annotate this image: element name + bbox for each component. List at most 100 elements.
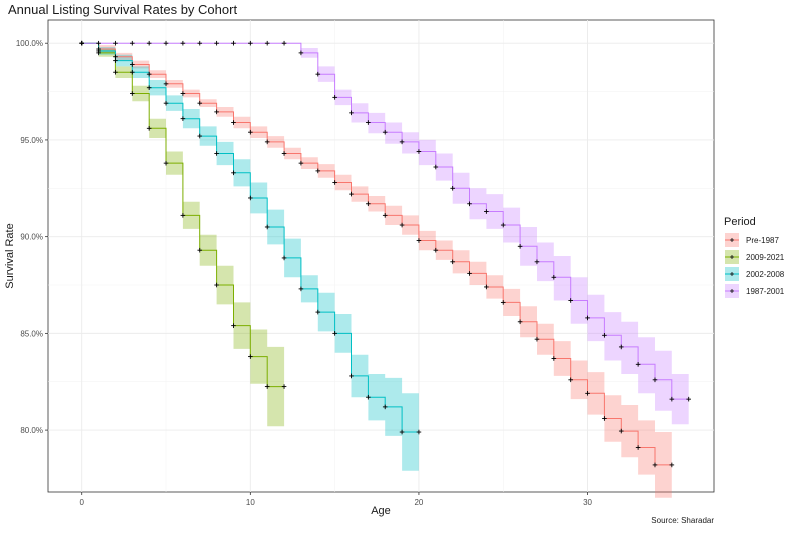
data-point: [264, 224, 270, 230]
data-point: [618, 344, 624, 350]
data-point: [113, 58, 118, 63]
data-point: [231, 120, 236, 125]
data-point: [231, 40, 236, 46]
series-lines: [81, 42, 689, 466]
data-point: [281, 151, 287, 156]
data-point: [146, 126, 152, 131]
data-point: [433, 164, 439, 170]
data-point: [349, 110, 354, 116]
data-point: [264, 40, 270, 46]
data-point: [349, 191, 354, 197]
data-point: [315, 309, 321, 315]
data-point: [315, 168, 321, 174]
confidence-band: [81, 43, 689, 425]
data-point: [214, 40, 219, 46]
x-tick-label: 0: [79, 498, 84, 507]
data-point: [366, 394, 371, 400]
data-point: [416, 149, 422, 154]
data-point: [635, 362, 641, 367]
series-line: [81, 42, 419, 433]
data-point: [399, 222, 405, 228]
legend: Period Pre-1987 2009-2021 2002-2008 1987-20…: [724, 216, 785, 299]
data-point: [163, 81, 169, 87]
data-point: [163, 160, 169, 166]
x-axis-label: Age: [371, 505, 391, 517]
data-point: [113, 69, 118, 75]
data-point: [349, 373, 354, 379]
data-point: [146, 71, 152, 77]
data-point: [484, 209, 489, 214]
data-point: [602, 333, 607, 338]
legend-key: [724, 232, 740, 248]
series-line: [81, 42, 672, 466]
data-point: [332, 95, 337, 100]
data-point: [399, 139, 405, 145]
data-point: [534, 259, 540, 265]
y-tick-label: 80.0%: [20, 426, 43, 435]
data-point: [214, 282, 219, 288]
data-point: [551, 274, 557, 280]
data-point: [96, 48, 101, 54]
data-point: [281, 255, 287, 261]
grid-lines: [48, 20, 714, 492]
data-point: [652, 462, 658, 468]
legend-key: [724, 266, 740, 282]
data-point: [197, 133, 203, 139]
data-point: [163, 100, 169, 106]
data-point: [264, 384, 270, 389]
data-point: [433, 247, 439, 253]
data-point: [551, 356, 557, 361]
data-point: [399, 429, 405, 435]
data-point: [517, 319, 523, 325]
data-point: [180, 116, 186, 121]
legend-label: 1987-2001: [746, 287, 785, 296]
data-point: [568, 298, 573, 303]
legend-label: 2009-2021: [746, 253, 785, 262]
legend-key: [724, 283, 740, 299]
series-points: [79, 40, 692, 468]
data-point: [602, 416, 607, 421]
legend-label: Pre-1987: [746, 236, 779, 245]
data-point: [197, 40, 203, 46]
data-point: [180, 40, 186, 46]
data-point: [467, 201, 472, 207]
axes: 0 10 20 30 80.0% 85.0% 90.0% 95.0% 100.0%: [16, 39, 593, 507]
data-point: [500, 222, 506, 228]
confidence-bands: [81, 43, 689, 498]
data-point: [467, 271, 472, 276]
data-point: [180, 91, 186, 96]
data-point: [450, 259, 455, 265]
data-point: [416, 429, 422, 435]
data-point: [130, 91, 135, 96]
data-point: [163, 40, 169, 46]
legend-key: [724, 249, 740, 265]
data-point: [332, 331, 337, 336]
data-point: [585, 315, 590, 321]
legend-label: 2002-2008: [746, 270, 785, 279]
y-axis-label: Survival Rate: [4, 223, 16, 288]
data-point: [669, 462, 675, 468]
data-point: [146, 85, 152, 91]
data-point: [366, 120, 371, 125]
data-point: [517, 244, 523, 249]
data-point: [96, 40, 101, 46]
data-point: [669, 396, 675, 402]
data-point: [281, 40, 287, 46]
data-point: [332, 180, 337, 185]
data-point: [686, 396, 692, 402]
data-point: [231, 170, 236, 176]
y-tick-label: 100.0%: [16, 39, 43, 48]
data-point: [534, 336, 540, 342]
data-point: [130, 62, 135, 67]
series-line: [81, 42, 285, 388]
data-point: [248, 129, 253, 135]
data-point: [382, 404, 388, 410]
data-point: [568, 377, 573, 383]
legend-title: Period: [724, 216, 756, 228]
data-point: [113, 40, 118, 46]
data-point: [113, 54, 118, 60]
data-point: [197, 247, 203, 253]
data-point: [248, 354, 253, 359]
data-point: [298, 286, 304, 292]
